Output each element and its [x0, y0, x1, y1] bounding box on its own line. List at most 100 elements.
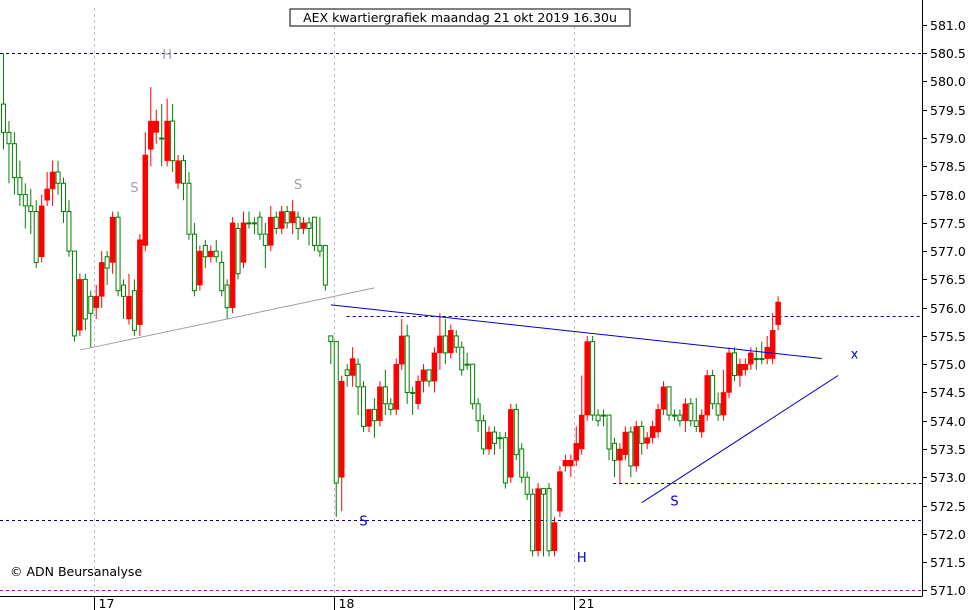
candle-body: [475, 403, 481, 422]
trendline: [79, 287, 375, 351]
candle-up: [121, 279, 127, 319]
y-tick-label: 580.5: [930, 46, 966, 61]
candle-up: [61, 177, 67, 223]
candle-body: [393, 363, 400, 410]
candle-body: [322, 244, 328, 286]
candle-body: [71, 250, 77, 337]
candle-down: [93, 285, 99, 319]
candle-body: [257, 216, 263, 235]
candle-up: [502, 432, 508, 489]
candle-body: [415, 380, 421, 405]
candle-down: [366, 409, 372, 433]
horizontal-lines: [0, 53, 922, 591]
y-tick-label: 571.5: [930, 555, 966, 570]
candle-body: [671, 414, 677, 417]
candle-body: [398, 335, 405, 365]
candle-body: [682, 403, 689, 421]
candle-down: [551, 516, 558, 557]
candle-body: [704, 375, 710, 416]
candle-body: [131, 290, 137, 331]
candle-body: [208, 250, 214, 258]
candle-up: [606, 414, 612, 461]
candle-body: [573, 443, 580, 461]
candle-body: [660, 386, 667, 410]
candle-down: [508, 403, 514, 483]
candle-up: [181, 155, 187, 201]
y-tick-label: 581.0: [930, 18, 966, 33]
candle-down: [377, 381, 383, 427]
candle-body: [535, 488, 541, 552]
candle-body: [142, 154, 149, 246]
candle-down: [617, 443, 623, 483]
candle-body: [431, 352, 438, 382]
y-tick-label: 578.0: [930, 188, 966, 203]
x-tick-label: 18: [339, 596, 355, 610]
candle-body: [109, 216, 116, 263]
candle-up: [519, 443, 525, 483]
pattern-label: H: [577, 551, 587, 566]
candle-up: [273, 211, 279, 235]
candle-up: [295, 211, 301, 240]
candle-down: [649, 420, 656, 444]
candle-body: [541, 488, 547, 495]
candle-body: [519, 448, 525, 478]
candle-up: [257, 211, 263, 240]
candle-body: [186, 182, 192, 235]
candle-body: [655, 409, 661, 433]
candle-down: [278, 205, 285, 235]
pattern-label: S: [294, 178, 302, 193]
candle-body: [437, 335, 443, 354]
candle-up: [322, 244, 328, 291]
candle-down: [720, 369, 727, 421]
candle-body: [410, 391, 416, 394]
candle-body: [1, 103, 6, 133]
candle-body: [317, 244, 323, 252]
x-tick-label: 21: [579, 596, 595, 610]
candle-up: [355, 358, 361, 416]
candle-down: [584, 335, 590, 421]
candle-up: [22, 183, 28, 229]
candle-down: [737, 358, 743, 387]
y-tick-label: 573.0: [930, 470, 966, 485]
candle-body: [49, 171, 56, 190]
candle-body: [753, 358, 759, 361]
y-tick-label: 573.5: [930, 442, 966, 457]
candle-body: [137, 239, 143, 325]
candles: [1, 53, 781, 557]
candle-body: [349, 358, 356, 376]
candle-body: [126, 296, 132, 320]
candle-body: [202, 244, 208, 258]
candle-up: [224, 279, 230, 319]
candle-up: [17, 160, 23, 206]
candle-body: [295, 216, 301, 229]
axes: [0, 0, 923, 597]
y-tick-label: 574.0: [930, 414, 966, 429]
candle-up: [131, 279, 137, 336]
candle-body: [6, 131, 12, 145]
candle-body: [388, 403, 394, 410]
candle-up: [546, 482, 552, 557]
candle-body: [273, 216, 279, 229]
candle-body: [464, 363, 470, 366]
candle-body: [639, 425, 645, 444]
candle-body: [361, 386, 367, 427]
candle-up: [688, 398, 694, 427]
candle-body: [677, 414, 683, 422]
candle-down: [393, 358, 400, 416]
candle-body: [82, 278, 88, 320]
candle-down: [644, 432, 650, 449]
candle-up: [213, 239, 219, 263]
candle-down: [44, 171, 50, 206]
candle-up: [590, 335, 596, 421]
candle-up: [11, 132, 17, 195]
trendline: [641, 375, 839, 504]
candle-body: [115, 216, 121, 292]
candle-body: [338, 380, 345, 478]
x-tick-label: 17: [99, 596, 115, 610]
candle-up: [317, 217, 323, 257]
candle-up: [219, 251, 225, 297]
y-tick-label: 576.5: [930, 272, 966, 287]
candle-down: [197, 245, 203, 291]
pattern-label: x: [851, 348, 859, 363]
candle-up: [497, 432, 503, 449]
